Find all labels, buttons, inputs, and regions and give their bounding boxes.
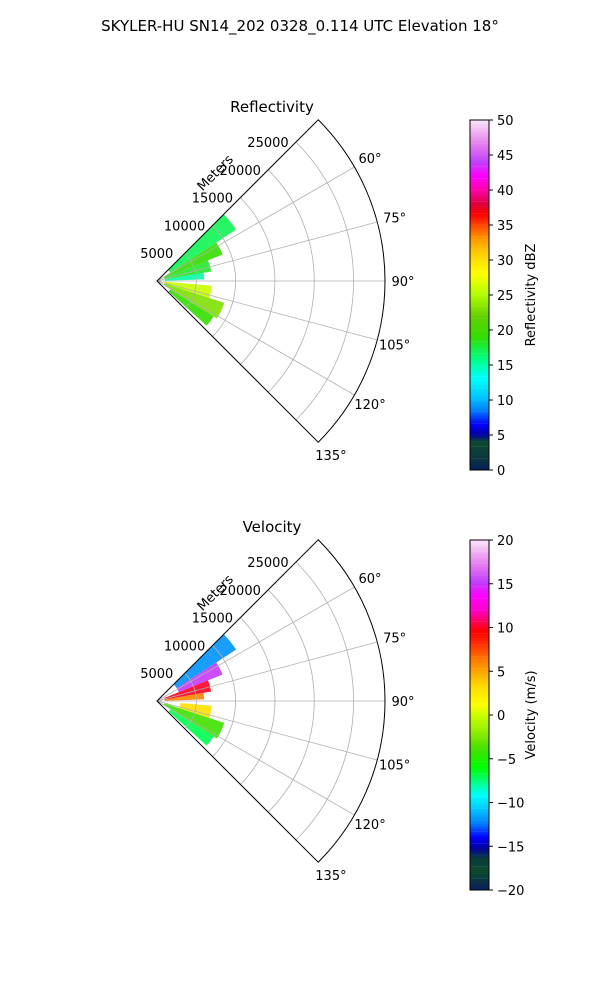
colorbar-tick-label: 30 — [497, 254, 514, 269]
colorbar-tick-label: 15 — [497, 578, 514, 593]
echo-region — [163, 703, 225, 739]
echo-region — [168, 709, 214, 746]
azimuth-tick-label: 135° — [315, 869, 346, 884]
sector-frame — [156, 539, 386, 863]
echo-region — [164, 692, 205, 701]
azimuth-tick-label: 90° — [391, 695, 414, 710]
colorbar-tick-label: −20 — [497, 884, 524, 899]
azimuth-tick-label: 105° — [379, 339, 410, 354]
azimuth-tick-label: 120° — [354, 398, 385, 413]
azimuth-gridline — [156, 280, 355, 396]
azimuth-gridline — [156, 586, 355, 702]
azimuth-tick-label: 60° — [359, 572, 382, 587]
range-tick-label: 20000 — [220, 164, 261, 179]
azimuth-tick-label: 135° — [315, 449, 346, 464]
figure-suptitle: SKYLER-HU SN14_202 0328_0.114 UTC Elevat… — [101, 17, 499, 36]
azimuth-tick-label: 105° — [379, 759, 410, 774]
azimuth-tick-label: 75° — [383, 211, 406, 226]
azimuth-gridline — [156, 641, 378, 702]
colorbar-gradient — [470, 540, 489, 890]
azimuth-gridline — [156, 221, 378, 282]
range-tick-label: 10000 — [164, 639, 205, 654]
azimuth-gridline — [156, 280, 378, 341]
echo-region — [173, 634, 237, 689]
colorbar-tick-label: 5 — [497, 665, 505, 680]
colorbar-tick-label: 20 — [497, 324, 514, 339]
azimuth-gridline — [156, 700, 355, 816]
sector-frame — [156, 119, 386, 443]
colorbar-tick-label: 20 — [497, 534, 514, 549]
range-tick-label: 25000 — [247, 556, 288, 571]
azimuth-tick-label: 60° — [359, 152, 382, 167]
panel-0: Reflectivity500010000150002000025000Mete… — [140, 98, 539, 479]
colorbar-tick-label: 40 — [497, 184, 514, 199]
colorbar-tick-label: 0 — [497, 464, 505, 479]
colorbar-tick-label: −5 — [497, 753, 516, 768]
colorbar-label: Velocity (m/s) — [524, 670, 539, 759]
range-tick-label: 5000 — [140, 247, 173, 262]
colorbar-tick-label: 10 — [497, 394, 514, 409]
colorbar-tick-label: 15 — [497, 359, 514, 374]
colorbar-tick-label: 45 — [497, 149, 514, 164]
panel-title: Velocity — [243, 518, 302, 536]
echo-region — [163, 283, 225, 319]
azimuth-gridline — [156, 700, 378, 761]
echo-region — [164, 680, 212, 700]
echo-region — [164, 272, 205, 281]
colorbar-tick-label: 10 — [497, 622, 514, 637]
colorbar-tick-label: −10 — [497, 797, 524, 812]
echo-region — [168, 289, 214, 326]
colorbar-tick-label: 50 — [497, 114, 514, 129]
colorbar-tick-label: 0 — [497, 709, 505, 724]
range-tick-label: 25000 — [247, 136, 288, 151]
colorbar-tick-label: 5 — [497, 429, 505, 444]
range-tick-label: 10000 — [164, 219, 205, 234]
colorbar-tick-label: 25 — [497, 289, 514, 304]
azimuth-gridline — [156, 166, 355, 282]
azimuth-tick-label: 90° — [391, 275, 414, 290]
range-tick-label: 20000 — [220, 584, 261, 599]
panel-title: Reflectivity — [230, 98, 314, 116]
azimuth-tick-label: 120° — [354, 818, 385, 833]
range-tick-label: 15000 — [192, 612, 233, 627]
range-tick-label: 15000 — [192, 192, 233, 207]
colorbar-label: Reflectivity dBZ — [524, 244, 539, 347]
range-tick-label: 5000 — [140, 667, 173, 682]
echo-region — [168, 214, 237, 273]
colorbar-gradient — [470, 120, 489, 470]
colorbar-tick-label: −15 — [497, 840, 524, 855]
echo-region — [164, 260, 212, 280]
colorbar-tick-label: 35 — [497, 219, 514, 234]
azimuth-tick-label: 75° — [383, 631, 406, 646]
